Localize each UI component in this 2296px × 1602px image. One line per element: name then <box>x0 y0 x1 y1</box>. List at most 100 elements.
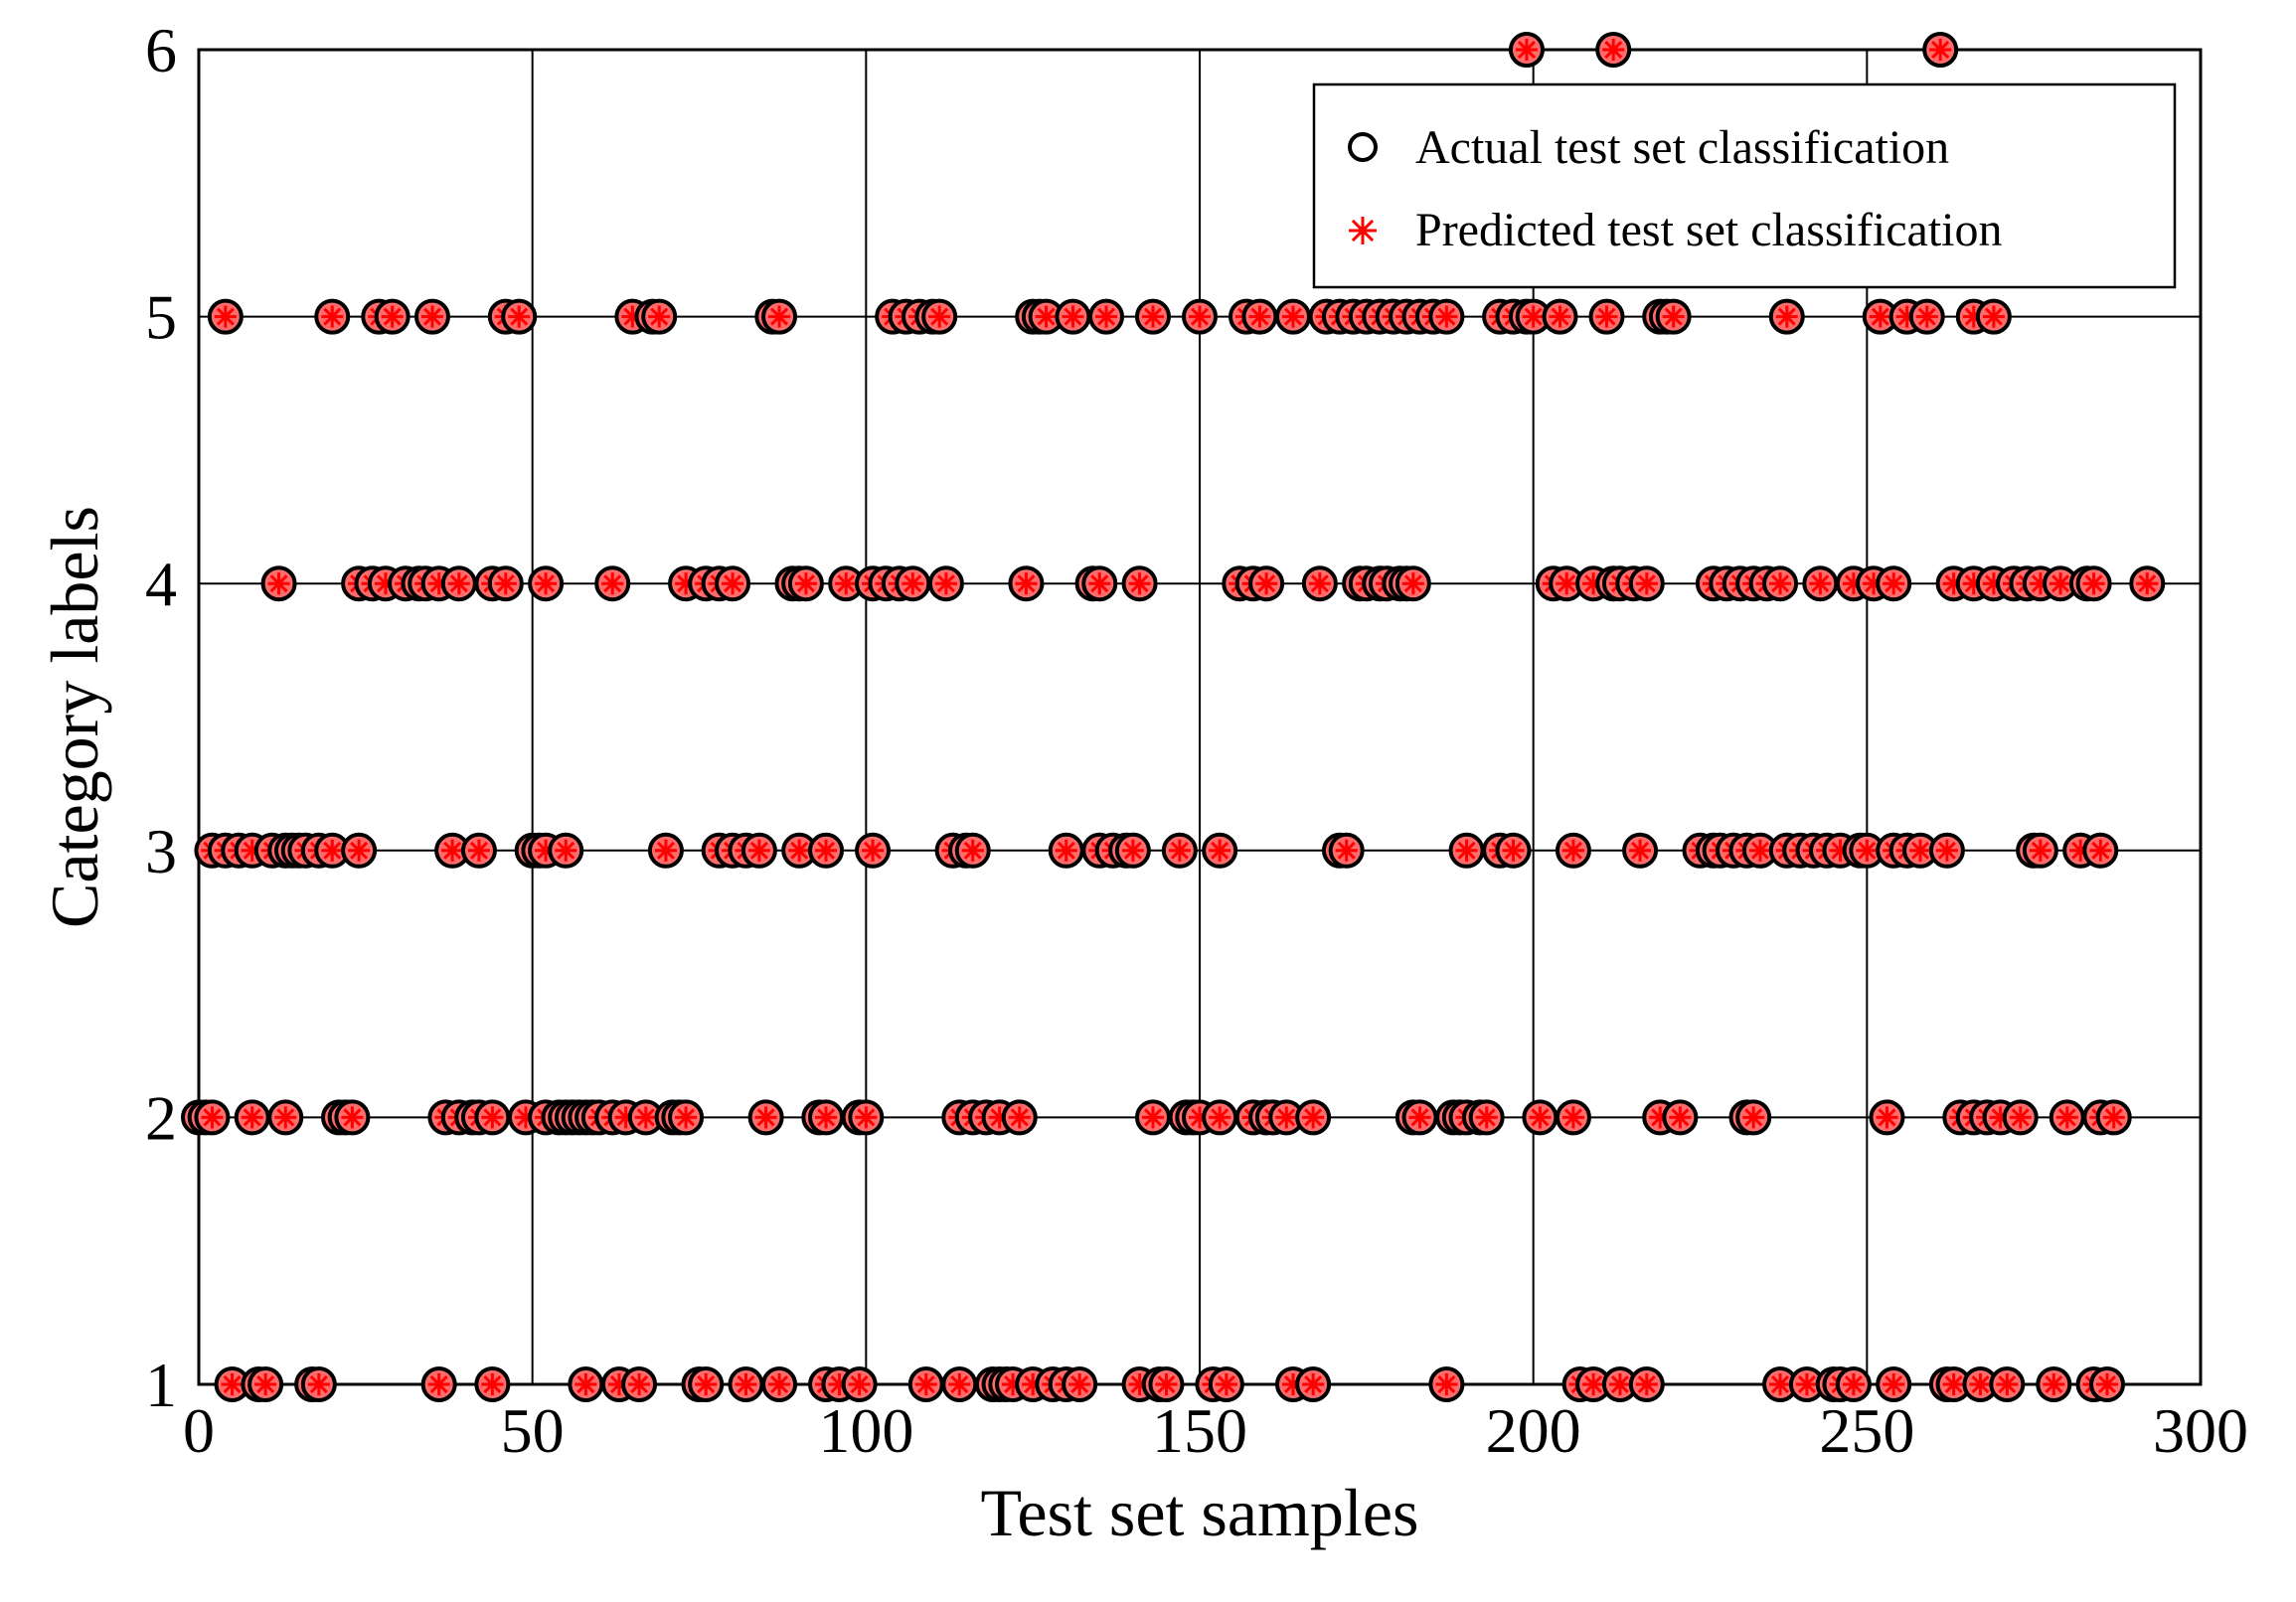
predicted-point <box>508 305 531 328</box>
predicted-point <box>1662 305 1685 328</box>
predicted-point <box>1929 39 1952 61</box>
predicted-point <box>1856 839 1879 862</box>
predicted-point <box>1869 305 1891 328</box>
predicted-point <box>1635 572 1658 595</box>
predicted-point <box>1809 572 1832 595</box>
predicted-point <box>535 572 558 595</box>
predicted-point <box>307 1373 330 1395</box>
predicted-point <box>1608 1373 1631 1395</box>
predicted-point <box>1475 1106 1498 1129</box>
predicted-point <box>2136 572 2159 595</box>
predicted-point <box>321 305 344 328</box>
predicted-point <box>735 1373 757 1395</box>
predicted-point <box>754 1106 777 1129</box>
predicted-point <box>1055 839 1077 862</box>
predicted-point <box>1595 305 1618 328</box>
predicted-point <box>201 1106 224 1129</box>
predicted-point <box>1982 305 2005 328</box>
predicted-point <box>1349 217 1377 244</box>
predicted-point <box>934 572 957 595</box>
predicted-point <box>1142 1106 1165 1129</box>
predicted-point <box>1549 305 1571 328</box>
predicted-point <box>788 839 811 862</box>
predicted-point <box>381 305 404 328</box>
predicted-point <box>902 572 924 595</box>
predicted-point <box>2089 839 2112 862</box>
predicted-point <box>467 839 490 862</box>
predicted-point <box>481 1106 504 1129</box>
predicted-point <box>794 572 817 595</box>
predicted-point <box>1969 1373 1992 1395</box>
predicted-point <box>1035 305 1058 328</box>
predicted-point <box>1935 839 1958 862</box>
predicted-point <box>254 1373 277 1395</box>
x-tick-label: 250 <box>1819 1395 1914 1466</box>
predicted-point <box>1795 1373 1818 1395</box>
predicted-point <box>722 572 744 595</box>
predicted-point <box>948 1373 971 1395</box>
predicted-point <box>221 1373 244 1395</box>
x-tick-label: 300 <box>2153 1395 2248 1466</box>
predicted-point <box>1561 1106 1584 1129</box>
predicted-point <box>695 1373 718 1395</box>
predicted-point <box>447 572 470 595</box>
predicted-point <box>2102 1106 2125 1129</box>
y-tick-label: 3 <box>145 816 177 886</box>
predicted-point <box>1883 1373 1905 1395</box>
predicted-point <box>648 305 671 328</box>
predicted-point <box>1302 1106 1325 1129</box>
predicted-point <box>1015 572 1038 595</box>
predicted-point <box>1435 1373 1458 1395</box>
predicted-point <box>1883 572 1905 595</box>
predicted-point <box>1455 839 1478 862</box>
predicted-point <box>855 1106 878 1129</box>
predicted-point <box>815 839 838 862</box>
predicted-point <box>420 305 443 328</box>
predicted-point <box>1522 305 1545 328</box>
predicted-point <box>768 305 791 328</box>
predicted-point <box>1155 1373 1178 1395</box>
predicted-point <box>1209 839 1231 862</box>
predicted-point <box>1502 839 1525 862</box>
predicted-point <box>494 572 517 595</box>
legend-label-actual: Actual test set classification <box>1415 121 1949 174</box>
predicted-point <box>747 839 770 862</box>
predicted-point <box>1635 1373 1658 1395</box>
predicted-point <box>1275 1106 1298 1129</box>
predicted-point <box>1669 1106 1692 1129</box>
predicted-point <box>1909 839 1932 862</box>
predicted-point <box>555 839 577 862</box>
y-tick-label: 1 <box>145 1350 177 1420</box>
predicted-point <box>914 1373 937 1395</box>
predicted-point <box>1088 572 1111 595</box>
y-tick-label: 4 <box>145 549 177 619</box>
legend-box <box>1312 82 2177 289</box>
predicted-point <box>1062 305 1084 328</box>
y-tick-label: 6 <box>145 15 177 85</box>
predicted-point <box>1769 1373 1792 1395</box>
predicted-point <box>835 572 858 595</box>
predicted-point <box>768 1373 791 1395</box>
predicted-point <box>1529 1106 1552 1129</box>
predicted-point <box>214 305 237 328</box>
predicted-point <box>1435 305 1458 328</box>
predicted-point <box>961 839 984 862</box>
predicted-point <box>1742 1106 1765 1129</box>
predicted-point <box>1996 1373 2019 1395</box>
predicted-point <box>1582 1373 1605 1395</box>
predicted-point <box>1168 839 1191 862</box>
predicted-point <box>654 839 677 862</box>
predicted-point <box>2009 1106 2032 1129</box>
predicted-point <box>1775 305 1798 328</box>
predicted-point <box>481 1373 504 1395</box>
predicted-point <box>928 305 951 328</box>
predicted-point <box>441 839 464 862</box>
legend-circle-icon <box>1348 132 1378 162</box>
predicted-point <box>1008 1106 1031 1129</box>
predicted-point <box>848 1373 871 1395</box>
predicted-point <box>601 572 624 595</box>
predicted-point <box>1142 305 1165 328</box>
y-axis-title: Category labels <box>37 506 112 928</box>
predicted-point <box>2043 1373 2065 1395</box>
